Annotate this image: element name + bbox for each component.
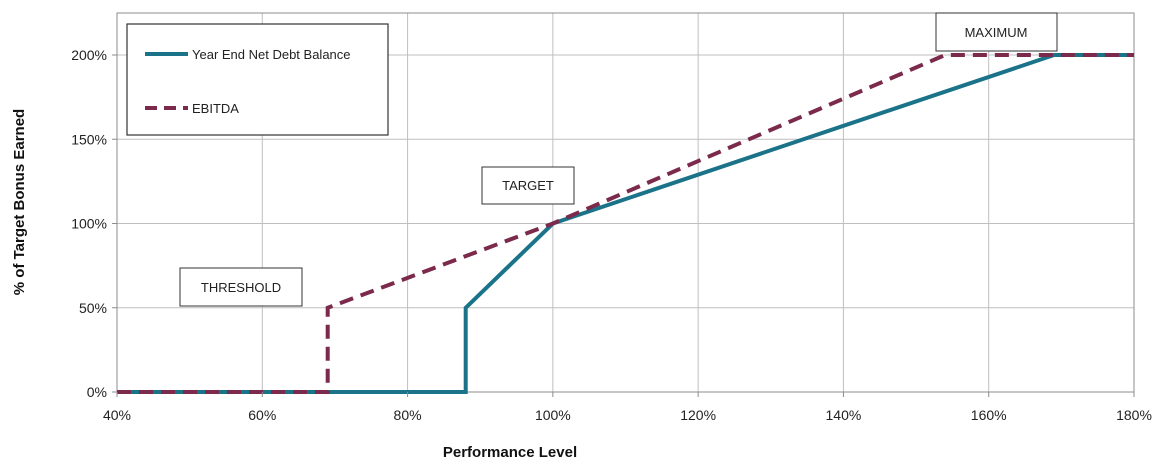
series-line-ebitda — [117, 53, 1134, 394]
annotation-threshold-box — [179, 267, 303, 307]
legend-label-ebitda: EBITDA — [192, 101, 239, 116]
y-tick-label: 100% — [71, 216, 107, 232]
y-tick-label: 150% — [71, 131, 107, 147]
y-tick-label: 50% — [79, 300, 107, 316]
x-tick-label: 180% — [1116, 407, 1152, 423]
y-tick-label: 200% — [71, 47, 107, 63]
annotation-threshold-label: THRESHOLD — [201, 280, 281, 295]
x-tick-label: 40% — [103, 407, 131, 423]
x-tick-label: 60% — [248, 407, 276, 423]
annotation-threshold: THRESHOLD — [179, 267, 303, 307]
y-axis-ticks: 0% 50% 100% 150% 200% — [71, 47, 117, 400]
x-tick-label: 140% — [826, 407, 862, 423]
x-axis-title: Performance Level — [443, 444, 577, 459]
annotation-maximum-box — [935, 12, 1058, 52]
legend: Year End Net Debt Balance EBITDA — [126, 23, 389, 136]
x-tick-label: 100% — [535, 407, 571, 423]
annotation-maximum: MAXIMUM — [935, 12, 1058, 52]
y-tick-label: 0% — [87, 384, 107, 400]
legend-box — [126, 23, 389, 136]
x-tick-label: 80% — [394, 407, 422, 423]
legend-label-net-debt: Year End Net Debt Balance — [192, 47, 351, 62]
x-tick-label: 160% — [971, 407, 1007, 423]
annotation-maximum-label: MAXIMUM — [965, 25, 1028, 40]
x-axis-ticks: 40% 60% 80% 100% 120% 140% 160% 180% — [103, 392, 1152, 423]
annotation-target: TARGET — [481, 166, 575, 205]
annotation-target-box — [481, 166, 575, 205]
y-axis-title: % of Target Bonus Earned — [11, 109, 28, 295]
x-tick-label: 120% — [680, 407, 716, 423]
plot-area-border — [116, 12, 1135, 393]
annotation-target-label: TARGET — [502, 178, 554, 193]
